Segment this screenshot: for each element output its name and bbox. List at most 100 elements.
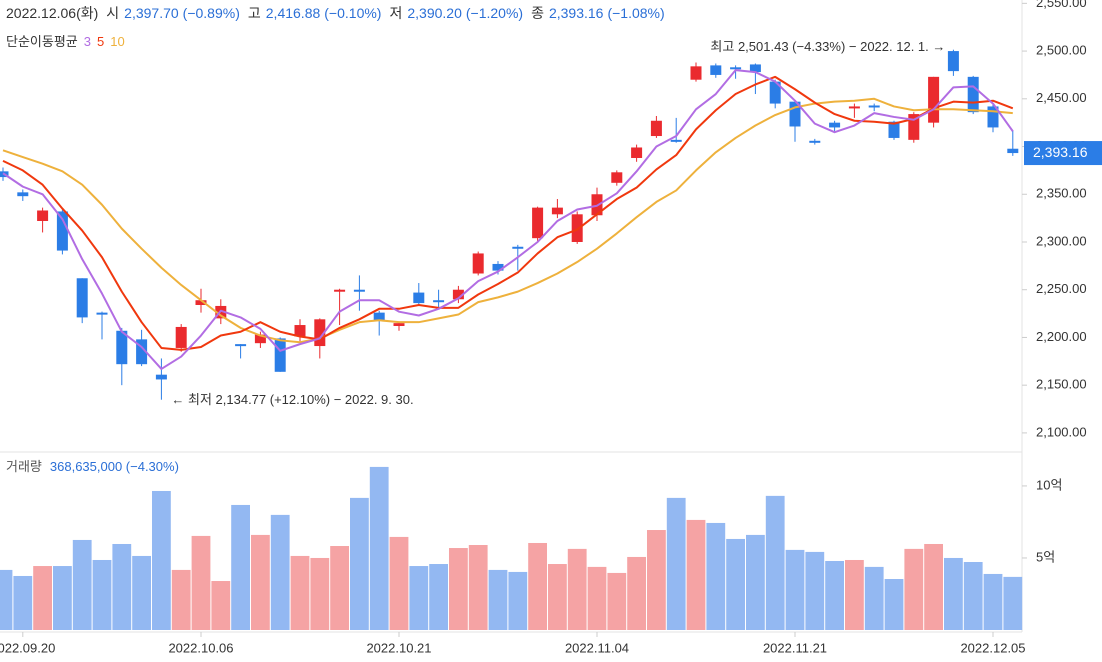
candle-body <box>908 114 920 140</box>
candle-body <box>631 147 643 158</box>
legend-entry: 3 <box>84 34 91 49</box>
x-tick-label: 2022.09.20 <box>0 640 55 655</box>
x-tick-label: 2022.10.21 <box>366 640 431 655</box>
candle-body <box>868 105 880 108</box>
header-change: (−0.89%) <box>183 5 240 21</box>
candle-body <box>136 339 148 365</box>
annotation: 최고 2,501.43 (−4.33%) − 2022. 12. 1. → <box>710 39 945 54</box>
candle-body <box>17 192 29 197</box>
candle-body <box>294 325 306 337</box>
candle-body <box>492 263 504 271</box>
volume-bar <box>171 569 191 630</box>
volume-bar <box>548 564 567 630</box>
candle-body <box>670 139 682 142</box>
volume-bar <box>350 497 369 630</box>
header-value: 2,390.20 <box>407 5 462 21</box>
volume-bar <box>270 514 290 630</box>
candle-body <box>512 246 524 249</box>
volume-bar <box>924 543 943 630</box>
candle-body <box>710 65 722 75</box>
volume-bar <box>528 542 547 630</box>
volume-bar <box>310 557 330 630</box>
volume-bar <box>132 555 151 630</box>
x-tick-label: 2022.10.06 <box>168 640 233 655</box>
volume-value: 368,635,000 (−4.30%) <box>50 459 179 474</box>
candle-body <box>829 122 841 128</box>
last-price-label: 2,393.16 <box>1033 144 1088 160</box>
legend-entry: 5 <box>97 34 104 49</box>
header-value: 2,393.16 <box>549 5 604 21</box>
volume-bar <box>686 519 706 630</box>
ma-line <box>2 97 1013 344</box>
candle-body <box>155 374 167 380</box>
volume-bar <box>429 564 448 630</box>
volume-bar <box>845 559 864 630</box>
volume-bar <box>587 566 607 630</box>
candle-body <box>433 300 445 303</box>
candle-body <box>373 312 385 321</box>
y-tick-label: 2,550.00 <box>1036 0 1087 10</box>
x-tick-label: 2022.12.05 <box>960 640 1025 655</box>
x-tick-label: 2022.11.04 <box>565 640 629 655</box>
candle-body <box>947 51 959 72</box>
volume-bar <box>884 579 904 630</box>
candle-body <box>650 120 662 137</box>
y-tick-label: 5억 <box>1036 549 1055 564</box>
volume-bar <box>389 536 409 630</box>
volume-bar <box>468 545 488 630</box>
header-label: 시 <box>106 5 119 21</box>
header-value: 2,397.70 <box>124 5 179 21</box>
volume-bar <box>191 535 211 630</box>
volume-bar <box>409 566 429 630</box>
candle-body <box>76 278 88 318</box>
volume-bar <box>746 534 765 630</box>
candle-body <box>848 106 860 109</box>
volume-bar <box>13 575 33 630</box>
y-tick-label: 2,100.00 <box>1036 424 1087 439</box>
volume-bar <box>152 490 171 630</box>
header-change: (−1.08%) <box>607 5 664 21</box>
volume-bar <box>726 538 745 630</box>
volume-bar <box>488 569 508 630</box>
header-label: 종 <box>531 5 544 21</box>
volume-bar <box>944 557 963 630</box>
candle-body <box>749 64 761 73</box>
volume-bar <box>963 562 983 630</box>
volume-bar <box>567 548 587 630</box>
y-tick-label: 10억 <box>1036 477 1062 492</box>
last-price-tag <box>1024 141 1102 166</box>
volume-bar <box>666 497 686 630</box>
y-tick-label: 2,500.00 <box>1036 43 1087 58</box>
volume-bar <box>72 539 92 630</box>
volume-bar <box>1003 576 1023 630</box>
annotation: ← 최저 2,134.77 (+12.10%) − 2022. 9. 30. <box>171 392 413 407</box>
candle-body <box>314 319 326 347</box>
candle-body <box>195 300 207 305</box>
x-tick-label: 2022.11.21 <box>763 640 827 655</box>
candle-body <box>274 338 286 372</box>
volume-bar <box>825 560 844 630</box>
volume-bar <box>251 534 270 630</box>
header: 2022.12.06(화) 시 2,397.70 (−0.89%) 고 2,416.88(… <box>6 5 665 21</box>
candle-body <box>690 66 702 80</box>
y-tick-label: 2,200.00 <box>1036 329 1087 344</box>
candle-body <box>175 326 187 348</box>
header-change: (−0.10%) <box>324 5 381 21</box>
volume-bar <box>53 566 72 630</box>
header-label: 저 <box>389 5 402 21</box>
volume-bar <box>904 548 924 630</box>
candle-body <box>334 289 346 292</box>
candle-body <box>611 172 623 183</box>
candle-body <box>888 121 900 138</box>
ma-line <box>2 75 1014 351</box>
y-tick-label: 2,300.00 <box>1036 233 1087 248</box>
candle-body <box>987 106 999 128</box>
volume-bar <box>765 495 785 630</box>
candle-body <box>928 76 940 123</box>
volume-bar <box>805 551 825 630</box>
header-label: 고 <box>248 5 261 21</box>
candle-body <box>571 214 583 242</box>
header-value: 2,416.88 <box>266 5 321 21</box>
volume-bar <box>231 504 250 630</box>
